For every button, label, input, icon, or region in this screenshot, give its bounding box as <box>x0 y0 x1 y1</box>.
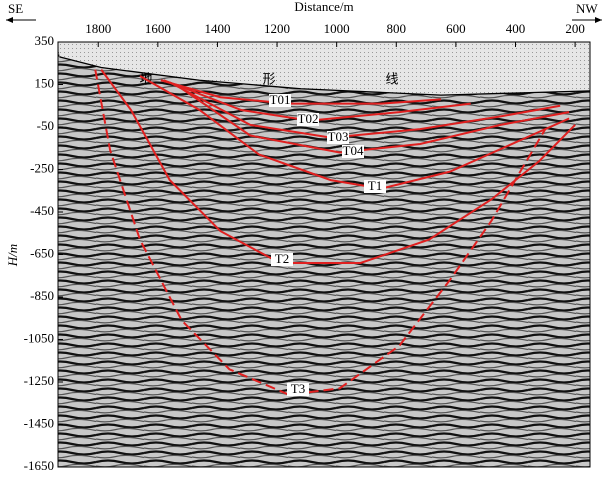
horizon-label-box <box>364 180 386 193</box>
y-tick-label: -1650 <box>24 458 54 473</box>
ground-line <box>59 56 591 96</box>
y-tick-label: -450 <box>30 203 54 218</box>
x-tick-label: 1800 <box>85 21 111 36</box>
direction-arrow <box>6 17 13 23</box>
x-tick-label: 600 <box>446 21 466 36</box>
horizon-label-box <box>269 94 291 107</box>
horizon-label-box <box>327 131 349 144</box>
horizon-label: T2 <box>275 251 289 266</box>
horizon-label: T04 <box>343 143 364 158</box>
ground-label: 地形线 <box>139 73 508 88</box>
x-tick-label: 1600 <box>145 21 171 36</box>
direction-label: NW <box>576 1 598 16</box>
direction-label: SE <box>8 1 23 16</box>
y-tick-label: -650 <box>30 245 54 260</box>
horizon-label: T3 <box>291 381 305 396</box>
x-tick-label: 1400 <box>204 21 230 36</box>
x-tick-label: 200 <box>565 21 585 36</box>
y-tick-label: -1450 <box>24 415 54 430</box>
y-tick-label: 150 <box>35 75 55 90</box>
x-tick-label: 1000 <box>324 21 350 36</box>
y-tick-label: -250 <box>30 160 54 175</box>
seismic-section <box>58 42 590 467</box>
y-tick-label: -1050 <box>24 330 54 345</box>
horizon-label: T02 <box>298 111 319 126</box>
x-tick-label: 800 <box>387 21 407 36</box>
horizon-label-box <box>342 145 364 158</box>
horizon-label: T1 <box>368 178 382 193</box>
horizon-label: T03 <box>328 129 349 144</box>
y-axis-title: H/m <box>5 244 20 267</box>
y-tick-label: -50 <box>37 118 54 133</box>
horizon-label-box <box>271 253 293 266</box>
horizon-label: T01 <box>270 92 291 107</box>
x-axis-title: Distance/m <box>294 0 353 14</box>
x-tick-label: 400 <box>506 21 526 36</box>
horizon-line <box>175 83 570 154</box>
horizon-line <box>94 69 547 396</box>
y-tick-label: -850 <box>30 288 54 303</box>
x-tick-label: 1200 <box>264 21 290 36</box>
horizon-label-box <box>287 383 309 396</box>
above-ground <box>58 42 590 96</box>
y-tick-label: 350 <box>35 33 55 48</box>
horizon-line <box>169 81 561 139</box>
direction-arrow <box>595 17 602 23</box>
horizon-label-box <box>297 113 319 126</box>
horizon-line <box>139 75 570 190</box>
y-tick-label: -1250 <box>24 373 54 388</box>
